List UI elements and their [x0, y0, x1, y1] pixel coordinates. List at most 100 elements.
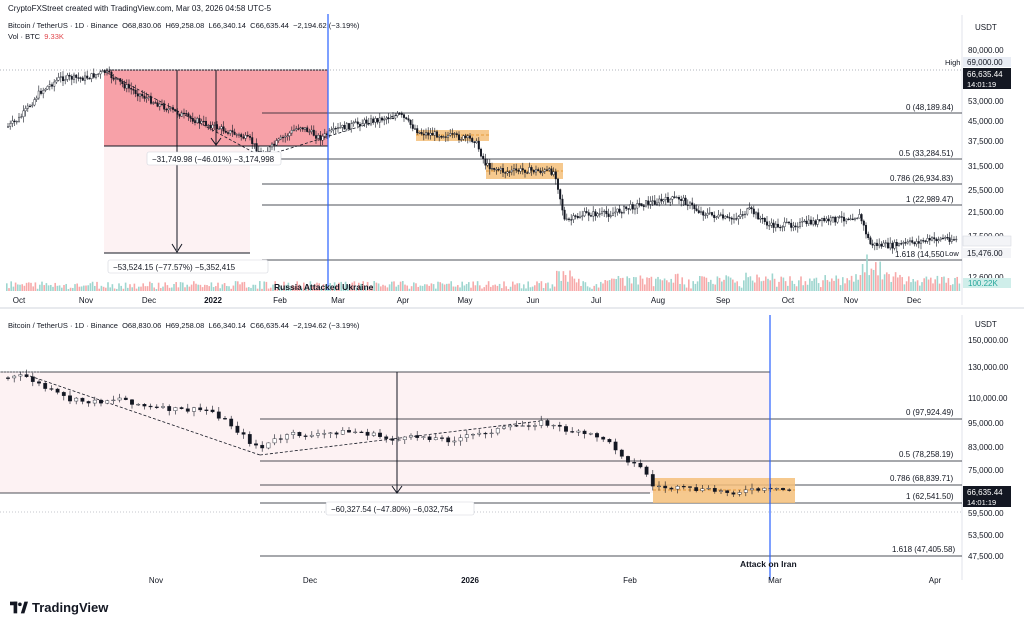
- volume-bar: [776, 286, 778, 291]
- volume-bar: [364, 287, 367, 291]
- bottom-candle-body: [43, 383, 48, 389]
- volume-bar: [705, 277, 708, 291]
- volume-bar: [954, 277, 956, 291]
- volume-bar: [936, 275, 939, 291]
- volume-bar: [921, 282, 923, 291]
- top-candle-body: [816, 219, 819, 225]
- volume-bar: [402, 281, 404, 291]
- bottom-drawdown-rect: [0, 372, 770, 493]
- bottom-y-tick: 130,000.00: [968, 363, 1009, 372]
- top-candle-body: [568, 218, 571, 220]
- top-candle-body: [383, 119, 386, 121]
- top-x-tick: Oct: [13, 296, 26, 305]
- top-candle-body: [55, 80, 58, 83]
- top-candle-body: [807, 219, 810, 224]
- bottom-candle-body: [688, 486, 692, 488]
- volume-bar: [25, 282, 28, 291]
- top-candle-body: [354, 121, 357, 123]
- volume-bar: [639, 275, 642, 291]
- bottom-candle-body: [179, 407, 184, 409]
- volume-bar: [573, 278, 576, 291]
- top-candle-body: [843, 216, 846, 222]
- volume-bar: [828, 281, 831, 291]
- top-candle-body: [627, 208, 630, 210]
- volume-bar: [201, 287, 204, 291]
- top-candle-body: [519, 168, 522, 172]
- top-candle-body: [658, 198, 661, 204]
- volume-bar: [298, 284, 301, 291]
- volume-bar: [208, 286, 210, 291]
- volume-bar: [725, 275, 727, 291]
- top-candle-body: [116, 78, 119, 80]
- bottom-candle-body: [396, 439, 401, 441]
- bottom-candle-body: [136, 404, 141, 406]
- volume-bar: [320, 288, 323, 291]
- top-candle-body: [416, 128, 419, 134]
- volume-bar: [890, 281, 892, 291]
- top-candle-body: [898, 243, 901, 247]
- volume-bar: [243, 281, 246, 291]
- top-candle-body: [372, 118, 375, 123]
- top-symbol: Bitcoin / TetherUS · 1D · Binance: [8, 21, 118, 30]
- volume-bar: [903, 284, 906, 291]
- volume-bar: [512, 281, 514, 291]
- bottom-candle-body: [502, 426, 506, 429]
- volume-bar: [734, 282, 736, 291]
- top-candle-body: [513, 168, 516, 171]
- bottom-candle-body: [328, 432, 333, 434]
- top-measure2-label: −53,524.15 (−77.57%) −5,352,415: [113, 263, 236, 272]
- top-candle-body: [68, 74, 71, 77]
- volume-bar: [39, 284, 41, 291]
- volume-bar: [413, 282, 415, 291]
- volume-bar: [952, 284, 954, 291]
- top-candle-body: [337, 127, 340, 129]
- top-candle-body: [678, 197, 681, 200]
- volume-bar: [261, 288, 263, 291]
- top-candle-body: [812, 220, 815, 225]
- top-candle-body: [405, 117, 408, 119]
- bottom-candle-body: [644, 466, 649, 475]
- bottom-candle-body: [297, 432, 302, 437]
- volume-bar: [703, 276, 705, 291]
- bottom-candle-body: [204, 409, 209, 411]
- bottom-candle-body: [235, 425, 240, 433]
- top-x-tick: Feb: [273, 296, 287, 305]
- top-candle-body: [697, 210, 700, 213]
- volume-bar: [217, 282, 219, 291]
- volume-bar: [226, 285, 228, 291]
- top-candle-body: [160, 103, 163, 106]
- volume-bar: [289, 288, 292, 291]
- top-low-tag: [963, 248, 1011, 258]
- volume-bar: [571, 276, 573, 291]
- top-measure1-box: [146, 151, 282, 166]
- volume-bar: [179, 282, 182, 291]
- bottom-candle-body: [68, 395, 72, 402]
- volume-bar: [503, 281, 505, 291]
- top-candle-body: [123, 83, 126, 89]
- volume-bar: [395, 286, 397, 291]
- volume-bar: [133, 283, 136, 291]
- volume-bar: [747, 277, 749, 291]
- top-candle-body: [174, 109, 177, 112]
- volume-bar: [197, 284, 199, 291]
- bottom-candle-body: [278, 438, 283, 440]
- top-candle-body: [233, 131, 236, 135]
- top-candle-body: [209, 124, 212, 129]
- volume-bar: [116, 288, 118, 291]
- volume-bar: [881, 279, 884, 291]
- top-candle-body: [746, 208, 749, 215]
- volume-bar: [875, 262, 877, 291]
- volume-bar: [153, 287, 155, 291]
- bottom-candle-body: [117, 397, 122, 401]
- volume-bar: [866, 254, 868, 291]
- top-candle-body: [832, 216, 835, 219]
- volume-bar: [886, 272, 888, 291]
- top-x-axis-ticks: Oct Nov Dec 2022 Feb Mar Apr May Jun Jul Aug Sep Oct…: [13, 296, 921, 305]
- bottom-x-tick: Feb: [623, 576, 637, 585]
- tradingview-logo[interactable]: TradingView: [10, 600, 108, 615]
- volume-bar: [69, 287, 72, 291]
- bottom-candle-body: [737, 492, 742, 495]
- volume-bar: [787, 285, 789, 291]
- top-candle-body: [400, 113, 403, 115]
- top-candle-body: [460, 139, 463, 141]
